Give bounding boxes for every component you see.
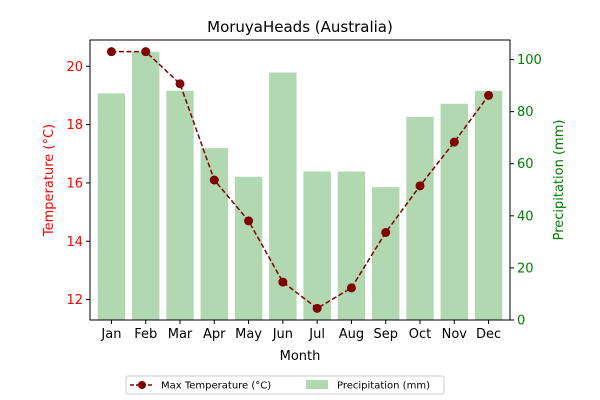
chart-title: MoruyaHeads (Australia) (207, 18, 393, 36)
y-left-tick-label: 18 (66, 118, 83, 133)
temperature-point (381, 228, 391, 237)
x-tick-label: Sep (373, 327, 398, 342)
temperature-point (278, 277, 288, 287)
x-tick-label: Mar (168, 327, 193, 342)
y-axis-left: 12 14 16 18 20 (66, 60, 90, 308)
precipitation-bar (97, 93, 126, 320)
x-tick-label: Jan (100, 327, 121, 342)
precipitation-bar (440, 103, 468, 320)
x-tick-label: Aug (339, 327, 364, 342)
temperature-point (484, 90, 494, 100)
temperature-point (244, 216, 254, 226)
precipitation-bar (406, 116, 434, 320)
y-axis-right-label: Precipitation (mm) (552, 120, 567, 241)
y-right-tick-label: 0 (517, 314, 525, 329)
temperature-series-line (111, 50, 490, 310)
y-right-tick-label: 40 (517, 209, 534, 224)
x-tick-label: Dec (476, 327, 501, 342)
y-axis-right: 0 20 40 60 80 100 (510, 53, 542, 329)
legend-label-temperature: Max Temperature (°C) (161, 381, 271, 392)
y-left-tick-label: 12 (66, 293, 83, 308)
precipitation-bar (200, 148, 228, 320)
y-left-tick-label: 14 (66, 235, 83, 250)
legend-bar-swatch (306, 380, 328, 389)
y-right-tick-label: 80 (517, 105, 534, 120)
precipitation-bar (474, 90, 503, 320)
temperature-point (449, 137, 459, 147)
legend-line-marker (138, 381, 146, 389)
legend: Max Temperature (°C) Precipitation (mm) (125, 375, 445, 395)
y-left-tick-label: 16 (66, 176, 83, 191)
x-axis-label: Month (280, 349, 321, 364)
precipitation-bar (166, 90, 194, 320)
precipitation-bar (132, 51, 160, 320)
y-right-tick-label: 100 (517, 53, 542, 68)
y-right-tick-label: 60 (517, 157, 534, 172)
temperature-line (106, 47, 494, 313)
temperature-point (141, 47, 151, 57)
y-left-tick-label: 20 (66, 60, 83, 75)
temperature-point (415, 181, 425, 191)
x-tick-label: Oct (409, 327, 431, 342)
precipitation-bars (97, 51, 503, 320)
x-tick-label: Feb (134, 327, 157, 342)
temperature-point (312, 303, 322, 313)
x-tick-label: Apr (203, 327, 226, 342)
x-axis: Jan Feb Mar Apr May Jun Jul Aug Sep Oct Nov Dec (100, 320, 501, 342)
plot-frame (89, 39, 511, 321)
temperature-point (209, 175, 219, 185)
temperature-point (346, 283, 356, 293)
legend-frame (125, 375, 445, 395)
temperature-point (175, 79, 185, 89)
y-right-tick-label: 20 (517, 261, 534, 276)
precipitation-bar (337, 171, 366, 320)
x-tick-label: Jul (308, 327, 325, 342)
legend-label-precipitation: Precipitation (mm) (337, 381, 430, 392)
x-tick-label: Nov (442, 327, 468, 342)
x-tick-label: May (235, 327, 262, 342)
precipitation-bar (303, 171, 331, 320)
temperature-point (106, 47, 116, 57)
x-tick-label: Jun (272, 327, 293, 342)
precipitation-bar (372, 187, 400, 320)
y-axis-left-label: Temperature (°C) (42, 124, 57, 237)
precipitation-bar (234, 176, 263, 320)
